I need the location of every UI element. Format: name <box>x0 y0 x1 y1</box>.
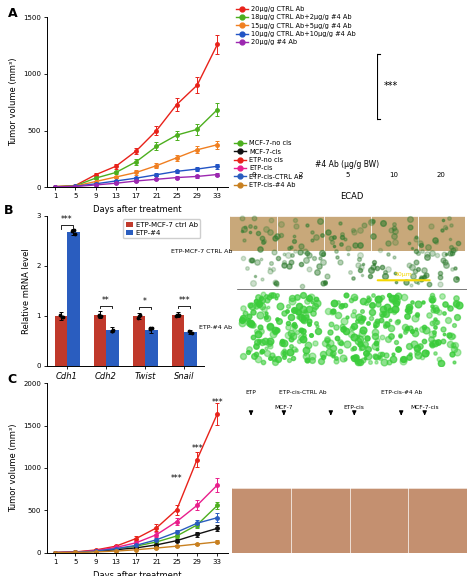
Text: 10: 10 <box>390 172 399 178</box>
Point <box>186 327 193 336</box>
Point <box>59 313 66 322</box>
Bar <box>408 553 467 576</box>
Legend: ETP-MCF-7 ctrl Ab, ETP-#4: ETP-MCF-7 ctrl Ab, ETP-#4 <box>123 219 201 238</box>
Bar <box>55 316 67 366</box>
Point <box>134 313 142 322</box>
Text: ECAD: ECAD <box>340 192 364 201</box>
Bar <box>371 251 418 285</box>
Point <box>109 326 117 335</box>
Text: C: C <box>8 373 17 386</box>
Bar <box>172 315 184 366</box>
Text: 20: 20 <box>437 172 446 178</box>
Text: ***: *** <box>171 474 182 483</box>
Legend: MCF-7-no cis, MCF-7-cis, ETP-no cis, ETP-cis, ETP-cis-CTRL Ab, ETP-cis-#4 Ab: MCF-7-no cis, MCF-7-cis, ETP-no cis, ETP… <box>232 138 305 191</box>
Point <box>135 311 143 320</box>
Text: ***: *** <box>211 398 223 407</box>
Text: *: * <box>143 297 147 306</box>
Point <box>188 328 196 337</box>
Text: 0: 0 <box>251 172 255 178</box>
Bar <box>291 488 350 553</box>
Point <box>95 311 102 320</box>
Text: ETP: ETP <box>246 390 256 395</box>
Bar <box>418 251 465 285</box>
Point <box>173 312 180 321</box>
Text: ***: *** <box>191 444 203 453</box>
Bar <box>324 251 371 285</box>
Text: B: B <box>4 204 13 217</box>
Text: #4 Ab (μg/g BW): #4 Ab (μg/g BW) <box>315 160 379 169</box>
Point <box>108 327 116 336</box>
Text: 50μm: 50μm <box>395 272 412 277</box>
Text: ETP-#4 Ab: ETP-#4 Ab <box>200 325 232 330</box>
Text: ETP-cis-#4 Ab: ETP-cis-#4 Ab <box>381 390 422 395</box>
Point <box>146 323 154 332</box>
Point <box>56 311 64 320</box>
Point <box>148 323 155 332</box>
Point <box>108 326 115 335</box>
Text: A: A <box>8 7 18 20</box>
Text: 5: 5 <box>345 172 349 178</box>
Bar <box>277 216 324 251</box>
Bar <box>408 488 467 553</box>
Point <box>136 311 144 320</box>
Bar <box>230 216 277 251</box>
Bar <box>349 488 408 553</box>
Bar <box>133 316 145 366</box>
Y-axis label: Relative mRNA level: Relative mRNA level <box>22 248 31 334</box>
Text: ETP-cis-CTRL Ab: ETP-cis-CTRL Ab <box>279 390 327 395</box>
X-axis label: Days after treatment: Days after treatment <box>93 571 182 576</box>
Y-axis label: Tumor volume (mm³): Tumor volume (mm³) <box>9 58 18 146</box>
Point <box>185 327 192 336</box>
Text: MCF-7: MCF-7 <box>274 406 293 410</box>
Bar <box>418 216 465 251</box>
Text: ***: *** <box>178 297 190 305</box>
Text: ETP-MCF-7 CTRL Ab: ETP-MCF-7 CTRL Ab <box>171 249 232 254</box>
Point <box>95 310 102 319</box>
Text: ***: *** <box>61 215 73 225</box>
Bar <box>291 553 350 576</box>
Bar <box>145 330 158 366</box>
Point <box>146 324 154 333</box>
Bar <box>324 216 371 251</box>
X-axis label: Days after treatment: Days after treatment <box>93 205 182 214</box>
Bar <box>232 553 291 576</box>
Text: ***: *** <box>384 81 398 92</box>
Point <box>97 312 105 321</box>
Bar <box>67 232 80 366</box>
Point <box>70 225 77 234</box>
Y-axis label: Tumor volume (mm³): Tumor volume (mm³) <box>9 424 18 512</box>
Point <box>71 229 79 238</box>
Point <box>68 226 75 236</box>
Bar <box>184 332 197 366</box>
Legend: 20μg/g CTRL Ab, 18μg/g CTRL Ab+2μg/g #4 Ab, 15μg/g CTRL Ab+5μg/g #4 Ab, 10μg/g C: 20μg/g CTRL Ab, 18μg/g CTRL Ab+2μg/g #4 … <box>234 3 358 48</box>
Point <box>175 310 182 320</box>
Bar <box>230 251 277 285</box>
Text: **: ** <box>102 297 110 305</box>
Text: MCF-7-cis: MCF-7-cis <box>410 406 439 410</box>
Text: ETP-cis: ETP-cis <box>344 406 365 410</box>
Bar <box>93 315 106 366</box>
Bar <box>277 251 324 285</box>
Point <box>173 310 181 320</box>
Text: 2: 2 <box>298 172 302 178</box>
Point <box>58 313 65 322</box>
Bar <box>232 488 291 553</box>
Bar <box>349 553 408 576</box>
Point <box>464 570 472 576</box>
Bar <box>371 216 418 251</box>
Bar <box>106 330 118 366</box>
